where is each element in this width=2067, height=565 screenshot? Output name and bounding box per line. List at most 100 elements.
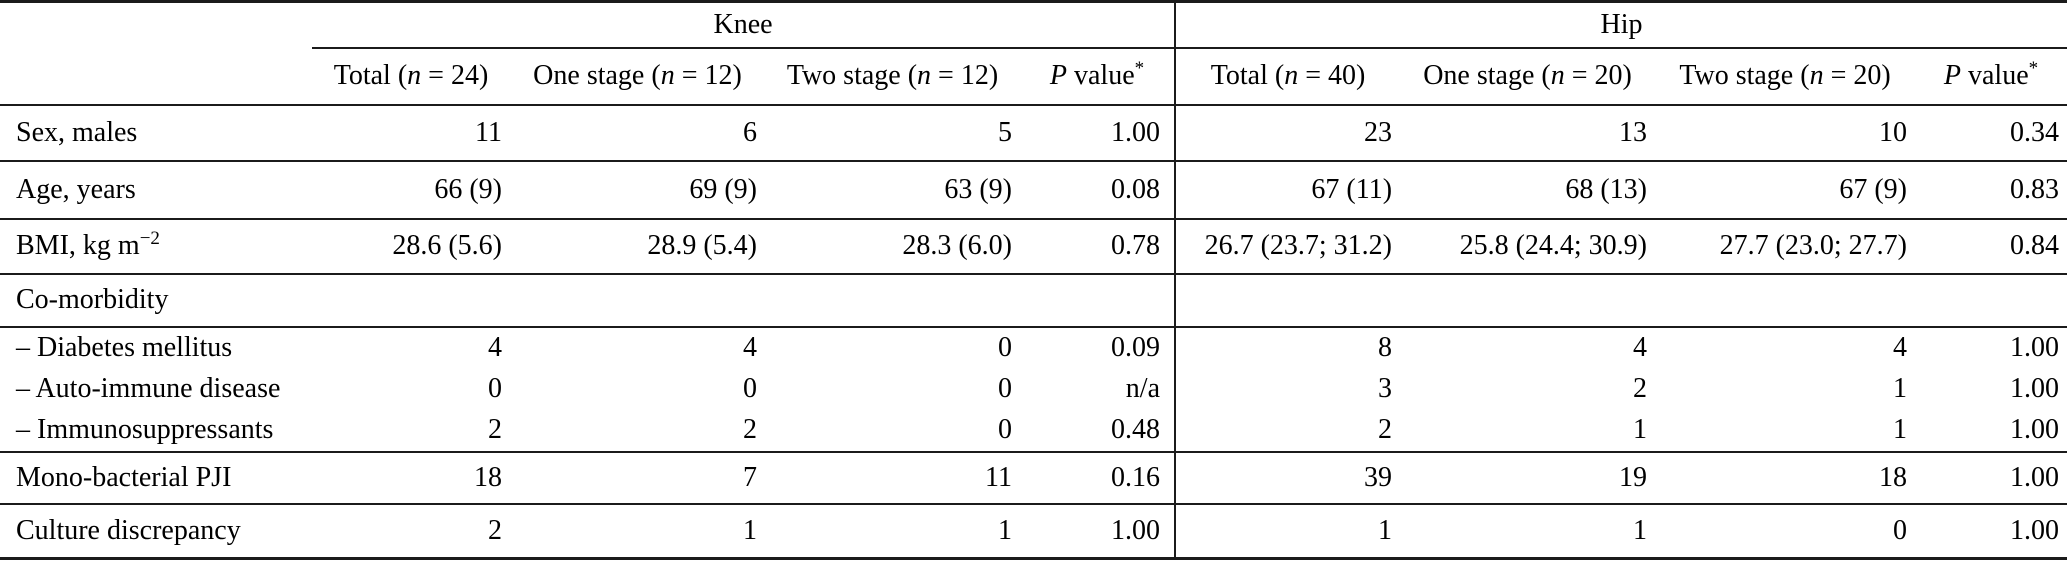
row-label: – Immunosuppressants: [0, 409, 312, 453]
group-header-row: Knee Hip: [0, 0, 2067, 48]
header-text: = 12): [674, 60, 742, 91]
cell-knee-one-stage: 2: [510, 409, 765, 453]
cell-hip-p-value: 1.00: [2010, 373, 2060, 404]
table-row-bmi: BMI, kg m−2 28.6 (5.6) 28.9 (5.4) 28.3 (…: [0, 218, 2067, 275]
cell-knee-p-value: [1020, 273, 1177, 328]
table-row-diabetes: – Diabetes mellitus 4 4 0 0.09 8 4 4 1.0…: [0, 326, 2067, 369]
cell-hip-two-stage: 4: [1893, 332, 1908, 363]
cell-knee-one-stage: 6: [510, 104, 765, 162]
cell-knee-two-stage: 0: [765, 409, 1020, 453]
header-text: Two stage (: [1679, 60, 1810, 91]
n-variable: n: [1809, 60, 1824, 91]
cell-hip-total: 23: [1175, 104, 1401, 162]
cell-knee-one-stage: 4: [743, 332, 757, 363]
group-header-knee: Knee: [312, 0, 1177, 48]
cell-knee-total: 2: [312, 409, 510, 453]
p-variable: P: [1943, 60, 1961, 91]
cell-knee-two-stage: 63 (9): [765, 160, 1020, 220]
header-text: One stage (: [1423, 60, 1551, 91]
cell-knee-total: 4: [488, 332, 502, 363]
cell-knee-p-value: 0.48: [1020, 409, 1177, 453]
corner-cell: [0, 47, 312, 106]
column-header-hip-one-stage: One stage (n = 20): [1400, 46, 1656, 106]
cell-knee-two-stage: 0: [998, 332, 1012, 363]
table-row-culture-discrepancy: Culture discrepancy 2 1 1 1.00 1 1 0 1.0…: [0, 503, 2067, 560]
column-header-knee-p-value: P value*: [1020, 46, 1177, 106]
table-row-sex: Sex, males 11 6 5 1.00 23 13 10 0.34: [0, 104, 2067, 162]
cell-hip-two-stage: 0: [1655, 503, 1916, 560]
asterisk-footnote-marker: *: [2028, 57, 2039, 79]
cell-hip-one-stage: 1: [1400, 503, 1656, 560]
cell-knee-one-stage: 7: [510, 451, 765, 505]
column-header-hip-p-value: P value*: [1915, 46, 2067, 106]
table-row-mono-bacterial-pji: Mono-bacterial PJI 18 7 11 0.16 39 19 18…: [0, 451, 2067, 505]
cell-knee-p-value: 0.16: [1020, 451, 1177, 505]
column-header-row: Total (n = 24) One stage (n = 12) Two st…: [0, 46, 2067, 106]
header-text: = 24): [421, 60, 489, 91]
cell-hip-total: 39: [1175, 451, 1401, 505]
cell-knee-total: 66 (9): [312, 160, 510, 220]
asterisk-footnote-marker: *: [1134, 57, 1145, 79]
cell-hip-two-stage: 1: [1655, 409, 1916, 453]
bmi-label-text: BMI, kg m: [16, 230, 140, 261]
cell-knee-total: [312, 273, 510, 328]
table-row-co-morbidity: Co-morbidity: [0, 273, 2067, 328]
cell-hip-two-stage: 18: [1655, 451, 1916, 505]
cell-hip-p-value: [1915, 273, 2067, 328]
cell-knee-p-value: 0.08: [1020, 160, 1177, 220]
header-text: One stage (: [533, 60, 661, 91]
header-text: Two stage (: [786, 60, 918, 91]
cell-hip-two-stage: 1: [1893, 373, 1908, 404]
n-variable: n: [407, 60, 422, 91]
cell-knee-one-stage: 28.9 (5.4): [510, 218, 765, 275]
row-label: Mono-bacterial PJI: [0, 451, 312, 505]
header-text: value: [1066, 60, 1135, 91]
cell-knee-two-stage: 0: [998, 373, 1012, 404]
table-row-age: Age, years 66 (9) 69 (9) 63 (9) 0.08 67 …: [0, 160, 2067, 220]
n-variable: n: [1284, 60, 1299, 91]
cell-knee-p-value: 0.09: [1020, 326, 1177, 369]
cell-hip-total: 8: [1378, 332, 1393, 363]
cell-hip-total: 2: [1175, 409, 1401, 453]
header-text: = 12): [931, 60, 999, 91]
cell-hip-total: 3: [1378, 373, 1393, 404]
cell-knee-two-stage: 5: [765, 104, 1020, 162]
cell-hip-p-value: 0.34: [1915, 104, 2067, 162]
column-header-knee-two-stage: Two stage (n = 12): [765, 46, 1020, 106]
column-header-hip-two-stage: Two stage (n = 20): [1655, 46, 1916, 106]
column-header-knee-total: Total (n = 24): [312, 46, 510, 106]
cell-knee-p-value: 1.00: [1020, 503, 1177, 560]
group-header-hip: Hip: [1175, 0, 2067, 48]
n-variable: n: [917, 60, 932, 91]
cell-knee-total: 28.6 (5.6): [312, 218, 510, 275]
row-label: BMI, kg m−2: [0, 218, 312, 275]
cell-knee-p-value: n/a: [1020, 368, 1177, 410]
header-text: = 20): [1823, 60, 1891, 91]
cell-hip-p-value: 1.00: [2010, 332, 2060, 363]
cell-hip-two-stage: 67 (9): [1655, 160, 1916, 220]
cell-hip-two-stage: 10: [1655, 104, 1916, 162]
cell-hip-two-stage: 27.7 (23.0; 27.7): [1655, 218, 1916, 275]
cell-hip-total: [1175, 273, 1401, 328]
cell-knee-p-value: 1.00: [1020, 104, 1177, 162]
column-header-knee-one-stage: One stage (n = 12): [510, 46, 765, 106]
cell-knee-one-stage: 69 (9): [510, 160, 765, 220]
row-label: – Diabetes mellitus: [16, 332, 233, 363]
header-text: = 20): [1564, 60, 1632, 91]
cell-hip-one-stage: 68 (13): [1400, 160, 1656, 220]
cell-knee-one-stage: 0: [743, 373, 757, 404]
cell-hip-total: 1: [1175, 503, 1401, 560]
cell-hip-one-stage: 25.8 (24.4; 30.9): [1400, 218, 1656, 275]
bmi-exponent: −2: [139, 227, 160, 249]
cell-hip-p-value: 1.00: [1915, 409, 2067, 453]
cell-knee-total: 2: [312, 503, 510, 560]
cell-hip-one-stage: 13: [1400, 104, 1656, 162]
cell-hip-p-value: 1.00: [1915, 451, 2067, 505]
cell-knee-two-stage: 1: [765, 503, 1020, 560]
row-label: Sex, males: [0, 104, 312, 162]
row-label: Culture discrepancy: [0, 503, 312, 560]
header-text: value: [1960, 60, 2029, 91]
cell-knee-one-stage: 1: [510, 503, 765, 560]
